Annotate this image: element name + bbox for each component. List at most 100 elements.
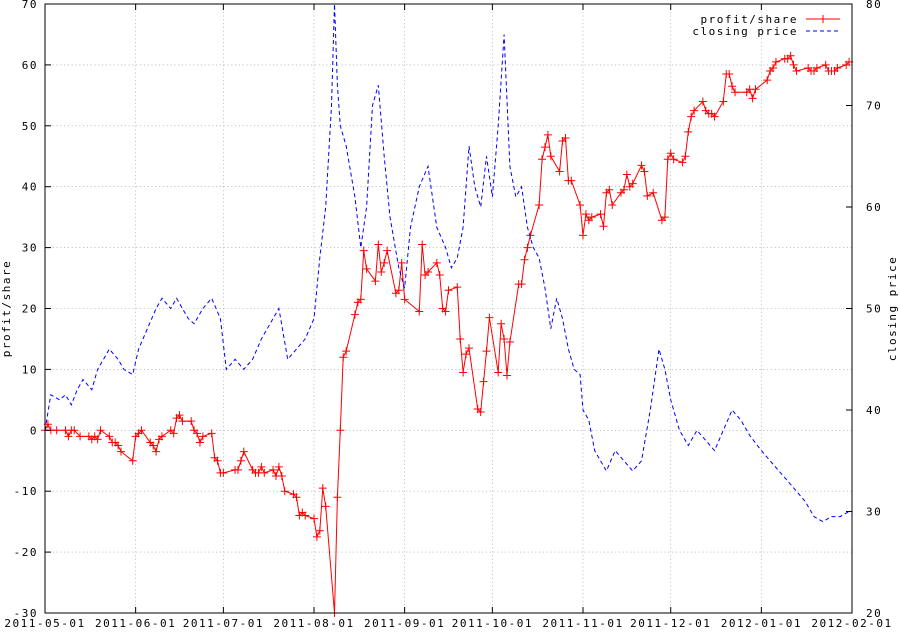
grid-lines	[45, 4, 852, 613]
data-point-profit-share-2011-10-24	[555, 167, 564, 176]
data-point-profit-share-2011-07-06	[233, 465, 242, 474]
data-point-profit-share-2011-12-08	[687, 112, 696, 121]
data-point-profit-share-2011-10-04	[497, 319, 506, 328]
data-point-profit-share-2011-11-22	[640, 167, 649, 176]
data-point-profit-share-2011-10-21	[546, 152, 555, 161]
data-point-profit-share-2012-01-27	[833, 63, 842, 72]
data-point-profit-share-2011-08-03	[315, 526, 324, 535]
x-tick-label-2011-09-01: 2011-09-01	[364, 617, 445, 630]
data-point-profit-share-2011-12-01	[666, 149, 675, 158]
data-point-profit-share-2011-05-05	[52, 426, 61, 435]
y2-axis-label: closing price	[886, 256, 899, 362]
data-point-profit-share-2011-09-01	[400, 295, 409, 304]
y-tick-label-70: 70	[22, 0, 38, 11]
data-point-profit-share-2011-11-23	[643, 191, 652, 200]
y2-tick-label-50: 50	[866, 303, 882, 316]
data-point-profit-share-2011-11-02	[581, 210, 590, 219]
legend: profit/share closing price	[692, 13, 840, 38]
data-point-profit-share-2011-09-27	[476, 408, 485, 417]
data-point-profit-share-2011-08-26	[383, 246, 392, 255]
x-tick-label-2011-05-01: 2011-05-01	[4, 617, 85, 630]
data-point-profit-share-2011-06-24	[198, 432, 207, 441]
data-point-profit-share-2011-12-21	[725, 70, 734, 79]
data-point-profit-share-2011-10-13	[523, 243, 532, 252]
data-point-profit-share-2011-08-04	[318, 484, 327, 493]
data-point-profit-share-2011-06-16	[175, 411, 184, 420]
y-tick-label-20: 20	[22, 303, 38, 316]
y-axis-label: profit/share	[0, 260, 13, 357]
data-point-profit-share-2011-11-21	[637, 161, 646, 170]
data-point-profit-share-2011-08-18	[359, 246, 368, 255]
data-point-profit-share-2011-07-18	[269, 465, 278, 474]
axis-ticks: 2011-05-01 2011-06-01 2011-07-01 2011-08-01…	[4, 0, 892, 630]
x-tick-label-2011-11-01: 2011-11-01	[542, 617, 623, 630]
data-point-profit-share-2012-01-20	[812, 63, 821, 72]
data-point-profit-share-2011-06-14	[169, 429, 178, 438]
y2-tick-label-60: 60	[866, 201, 882, 214]
data-point-profit-share-2011-12-30	[751, 85, 760, 94]
data-point-profit-share-2011-12-22	[728, 82, 737, 91]
data-point-profit-share-2011-12-07	[684, 127, 693, 136]
data-point-profit-share-2011-11-04	[587, 213, 596, 222]
data-point-profit-share-2011-07-26	[292, 493, 301, 502]
data-point-profit-share-2011-07-20	[274, 462, 283, 471]
x-tick-label-2012-02-01: 2012-02-01	[811, 617, 892, 630]
data-point-profit-share-2011-06-17	[178, 417, 187, 426]
data-point-profit-share-2011-07-08	[239, 447, 248, 456]
data-point-profit-share-2011-12-06	[681, 152, 690, 161]
x-tick-label-2011-08-01: 2011-08-01	[273, 617, 354, 630]
data-point-profit-share-2011-08-01	[310, 514, 318, 523]
data-point-profit-share-2011-10-17	[535, 200, 544, 209]
data-point-profit-share-2011-09-22	[462, 350, 471, 359]
data-point-profit-share-2011-06-23	[195, 438, 204, 447]
data-point-profit-share-2011-06-20	[187, 417, 196, 426]
data-point-profit-share-2011-12-05	[678, 158, 687, 167]
data-point-profit-share-2012-01-12	[789, 60, 798, 69]
data-point-profit-share-2011-09-20	[456, 334, 465, 343]
data-point-profit-share-2011-09-29	[482, 347, 491, 356]
data-point-profit-share-2011-08-02	[312, 532, 321, 541]
data-point-profit-share-2011-11-16	[622, 170, 631, 179]
data-point-profit-share-2011-09-19	[453, 283, 462, 292]
data-point-profit-share-2011-08-25	[380, 258, 389, 267]
data-point-profit-share-2011-07-15	[260, 468, 269, 477]
data-point-profit-share-2011-11-11	[608, 200, 617, 209]
data-point-profit-share-2011-06-07	[149, 441, 158, 450]
y-tick-label-40: 40	[22, 181, 38, 194]
series-layer	[41, 3, 854, 617]
y-tick-label-10: 10	[22, 363, 38, 376]
data-point-profit-share-2011-12-09	[690, 106, 699, 115]
data-point-profit-share-2011-10-14	[526, 231, 535, 240]
legend-marker-profit-share	[819, 15, 827, 23]
data-point-profit-share-2011-08-10	[336, 426, 345, 435]
data-point-profit-share-2011-12-12	[698, 97, 707, 106]
x-tick-label-2012-01-01: 2012-01-01	[721, 617, 802, 630]
data-point-profit-share-2011-08-31	[397, 258, 406, 267]
data-point-profit-share-2011-08-09	[333, 493, 342, 502]
data-point-profit-share-2011-09-30	[485, 313, 494, 322]
data-point-profit-share-2011-09-15	[441, 307, 450, 316]
y-tick-label-30: 30	[22, 242, 38, 255]
data-point-profit-share-2011-09-23	[464, 344, 473, 353]
data-point-profit-share-2011-10-11	[517, 280, 526, 289]
data-point-profit-share-2011-05-23	[105, 432, 114, 441]
data-point-profit-share-2012-01-05	[769, 63, 778, 72]
y-tick-label-50: 50	[22, 120, 38, 133]
x-tick-label-2011-06-01: 2011-06-01	[95, 617, 176, 630]
data-point-profit-share-2011-05-19	[93, 435, 102, 444]
data-point-profit-share-2012-01-11	[786, 51, 795, 60]
series-line-closing-price	[44, 3, 850, 523]
data-point-profit-share-2011-10-31	[576, 200, 585, 209]
y-tick-label-0: 0	[30, 424, 38, 437]
legend-plus-marker	[819, 15, 827, 23]
data-point-profit-share-2011-05-27	[117, 447, 126, 456]
y2-tick-label-20: 20	[866, 607, 882, 620]
y-tick-label-30: -30	[14, 607, 38, 620]
data-point-profit-share-2011-11-25	[649, 188, 658, 197]
data-point-profit-share-2011-06-10	[157, 432, 166, 441]
data-point-profit-share-2011-12-29	[748, 94, 757, 103]
data-point-profit-share-2011-11-15	[619, 185, 628, 194]
data-point-profit-share-2011-10-12	[520, 255, 529, 264]
